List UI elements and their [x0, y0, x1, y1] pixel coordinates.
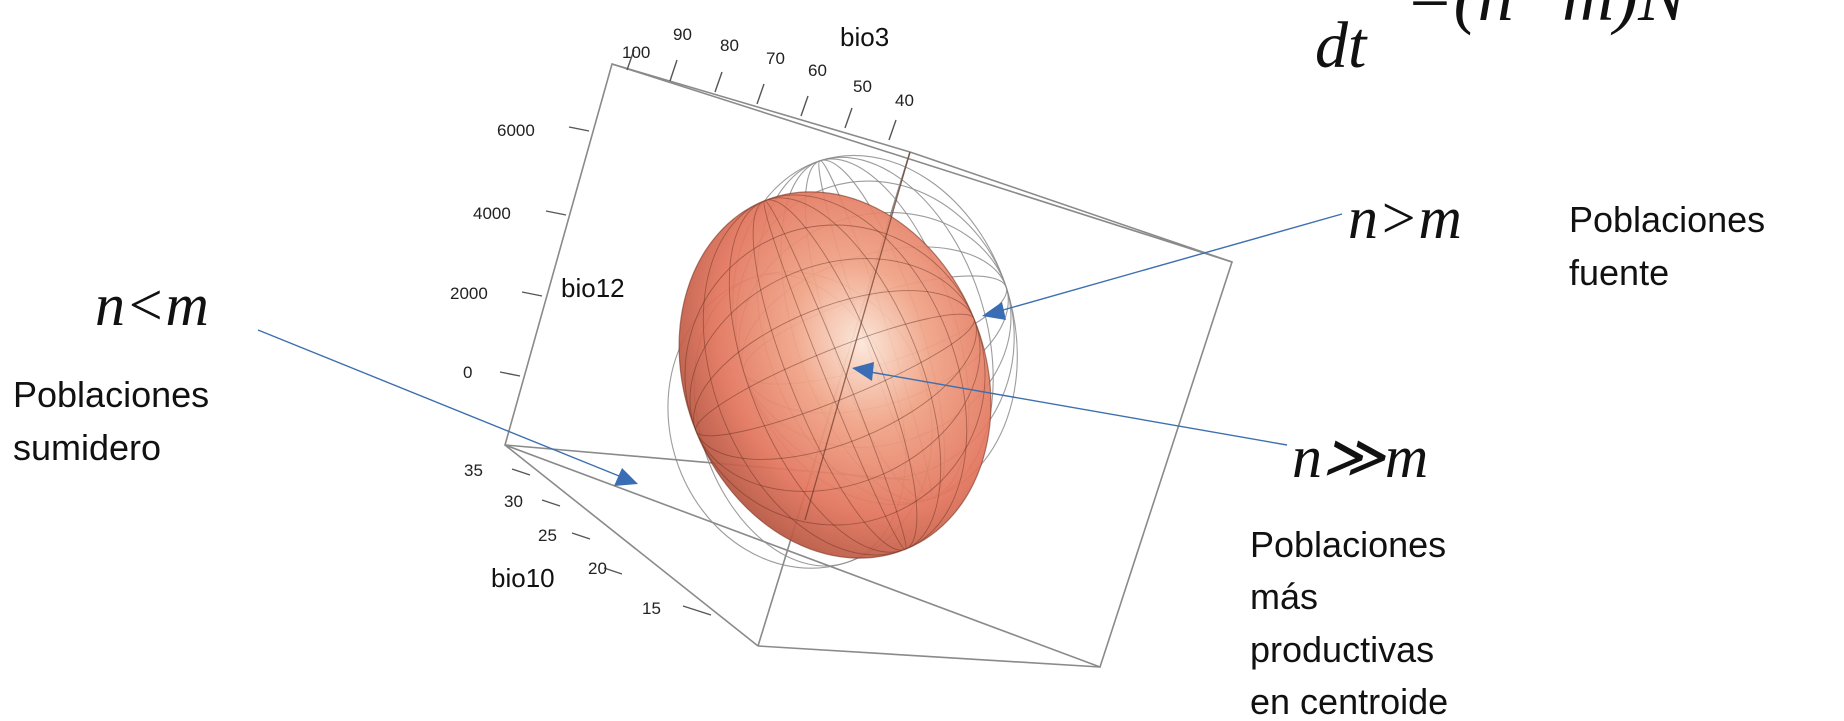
- bio10-axis-label: bio10: [491, 563, 555, 593]
- bio10-tick-15: 15: [642, 599, 661, 618]
- bio12-tick-0: 0: [463, 363, 472, 382]
- bio3-tick-50: 50: [853, 77, 872, 96]
- sink-formula: n<m: [95, 272, 209, 338]
- source-arrow: [996, 214, 1342, 312]
- bio10-tick-35: 35: [464, 461, 483, 480]
- bio3-tick-100: 100: [622, 43, 650, 62]
- centroid-annotation: n≫m Poblaciones más productivas en centr…: [1250, 424, 1448, 721]
- sink-caption-line-1: Poblaciones: [13, 374, 209, 415]
- source-caption-line-1: Poblaciones: [1569, 199, 1765, 240]
- bio12-tick-6000: 6000: [497, 121, 535, 140]
- centroid-formula: n≫m: [1292, 424, 1428, 490]
- bio10-tick-25: 25: [538, 526, 557, 545]
- bio12-axis-label: bio12: [561, 273, 625, 303]
- bio12-tick-4000: 4000: [473, 204, 511, 223]
- sink-arrowhead: [614, 468, 638, 486]
- centroid-caption-line-4: en centroide: [1250, 681, 1448, 721]
- bio10-tick-30: 30: [504, 492, 523, 511]
- bio12-tick-2000: 2000: [450, 284, 488, 303]
- growth-equation: dt =(n−m)N: [1315, 0, 1690, 82]
- solid-ellipsoid: [625, 144, 1044, 605]
- source-formula: n>m: [1348, 185, 1462, 251]
- sink-annotation: n<m Poblaciones sumidero: [13, 272, 209, 468]
- centroid-caption-line-2: más: [1250, 576, 1318, 617]
- bio3-tick-80: 80: [720, 36, 739, 55]
- centroid-caption-line-1: Poblaciones: [1250, 524, 1446, 565]
- equation-dt: dt: [1315, 9, 1368, 82]
- sink-caption-line-2: sumidero: [13, 427, 161, 468]
- bio10-axis: 35 30 25 20 15 bio10: [464, 461, 711, 618]
- bio3-axis-label: bio3: [840, 22, 889, 52]
- bio10-tick-20: 20: [588, 559, 607, 578]
- bio3-tick-90: 90: [673, 25, 692, 44]
- bio3-tick-40: 40: [895, 91, 914, 110]
- centroid-caption-line-3: productivas: [1250, 629, 1434, 670]
- bio3-tick-60: 60: [808, 61, 827, 80]
- source-caption-line-2: fuente: [1569, 252, 1669, 293]
- sink-arrow: [258, 330, 624, 478]
- equation-rhs: =(n−m)N: [1405, 0, 1690, 36]
- bio3-tick-70: 70: [766, 49, 785, 68]
- source-annotation: n>m Poblaciones fuente: [1348, 185, 1765, 293]
- bio12-axis: 6000 4000 2000 0 bio12: [450, 121, 625, 382]
